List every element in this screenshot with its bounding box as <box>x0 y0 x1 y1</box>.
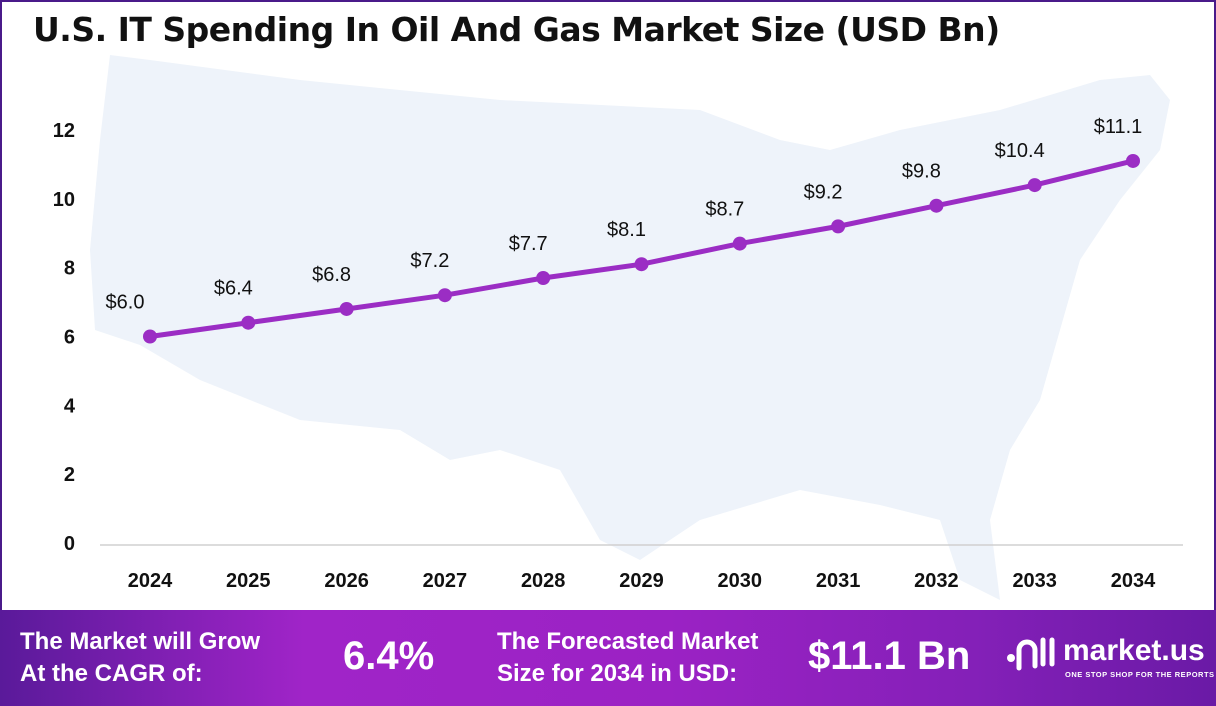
data-label: $6.8 <box>312 264 351 286</box>
data-point <box>929 198 944 213</box>
data-label: $11.1 <box>1094 116 1143 138</box>
data-label: $8.7 <box>705 199 744 221</box>
forecast-label: The Forecasted Market Size for 2034 in U… <box>497 626 758 690</box>
data-point <box>1027 178 1042 193</box>
data-point <box>634 257 649 272</box>
data-point <box>437 288 452 303</box>
y-tick-label: 8 <box>64 258 75 280</box>
data-point <box>339 301 354 316</box>
data-point <box>241 315 256 330</box>
line-chart: 0 2 4 6 8 10 12 2024 2025 2026 2027 2028 2029 2030 203… <box>53 55 1183 600</box>
data-point <box>732 236 747 251</box>
cagr-label: The Market will Grow At the CAGR of: <box>20 626 260 690</box>
data-point <box>1126 153 1140 168</box>
x-tick-label: 2031 <box>816 570 861 592</box>
y-tick-label: 2 <box>64 464 75 486</box>
x-tick-label: 2025 <box>226 570 271 592</box>
logo-tagline: ONE STOP SHOP FOR THE REPORTS <box>1065 670 1215 679</box>
x-tick-label: 2027 <box>423 570 468 592</box>
data-label: $7.7 <box>509 233 548 255</box>
data-label: $9.8 <box>902 161 941 183</box>
data-point <box>536 270 551 285</box>
forecast-value: $11.1 Bn <box>808 634 971 678</box>
data-label: $6.4 <box>214 278 253 300</box>
y-tick-label: 0 <box>64 533 75 555</box>
y-tick-label: 10 <box>53 189 75 211</box>
summary-banner: The Market will Grow At the CAGR of: 6.4… <box>0 610 1216 706</box>
y-tick-label: 6 <box>64 327 75 349</box>
data-label: $9.2 <box>804 181 843 203</box>
forecast-label-line-2: Size for 2034 in USD: <box>497 660 738 687</box>
cagr-value: 6.4% <box>343 634 435 678</box>
y-tick-label: 4 <box>64 395 76 417</box>
x-tick-label: 2024 <box>128 570 173 592</box>
logo-name: market.us <box>1063 634 1205 667</box>
cagr-label-line-2: At the CAGR of: <box>20 660 203 687</box>
x-tick-label: 2030 <box>718 570 763 592</box>
data-label: $7.2 <box>410 250 449 272</box>
data-label: $8.1 <box>607 219 646 241</box>
data-label: $10.4 <box>995 140 1045 162</box>
x-tick-label: 2029 <box>619 570 664 592</box>
chart-title: U.S. IT Spending In Oil And Gas Market S… <box>33 10 1000 49</box>
data-label: $6.0 <box>106 292 145 314</box>
x-tick-label: 2033 <box>1012 570 1057 592</box>
forecast-label-line-1: The Forecasted Market <box>497 628 759 655</box>
x-tick-label: 2026 <box>324 570 369 592</box>
data-point <box>143 329 157 344</box>
x-tick-label: 2032 <box>914 570 959 592</box>
x-tick-label: 2028 <box>521 570 566 592</box>
market-us-logo: market.us ONE STOP SHOP FOR THE REPORTS <box>1005 632 1214 683</box>
y-tick-label: 12 <box>53 120 75 142</box>
cagr-label-line-1: The Market will Grow <box>20 628 261 655</box>
us-map-background <box>90 55 1170 600</box>
data-point <box>831 219 846 234</box>
x-tick-label: 2034 <box>1111 570 1156 592</box>
logo-icon <box>1007 637 1055 671</box>
